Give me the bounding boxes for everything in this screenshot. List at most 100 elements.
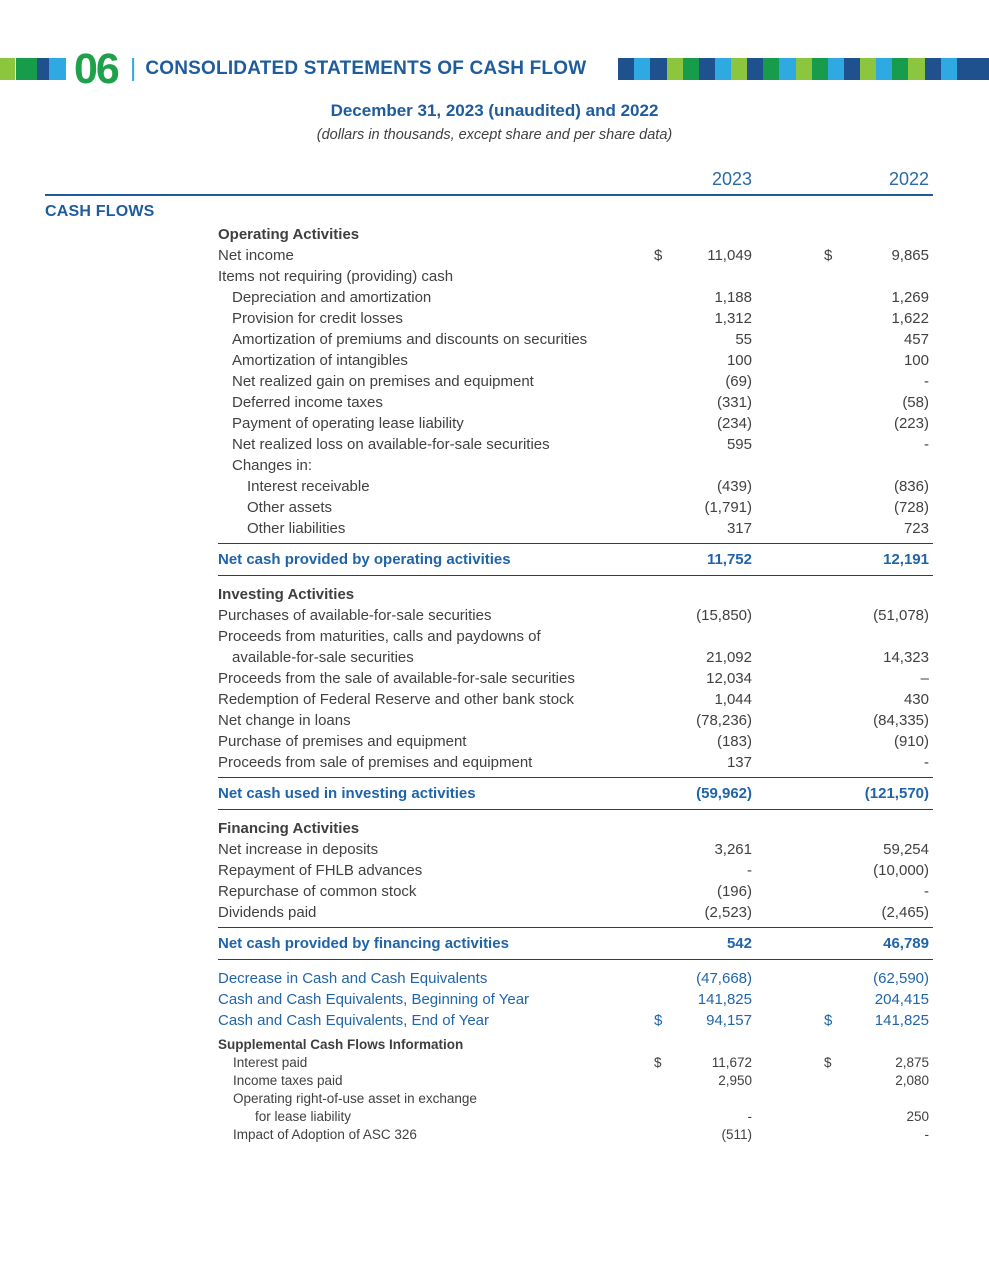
color-block-navy [972,58,989,80]
color-block-navy [618,58,635,80]
color-block-lightGreen [731,58,748,80]
row-label: Provision for credit losses [232,310,403,327]
row-label: Redemption of Federal Reserve and other … [218,691,575,708]
value-2023: 11,752 [706,551,752,568]
row-label: Net cash used in investing activities [218,785,476,802]
value-2023: 2,950 [718,1073,752,1088]
value-2022: (910) [893,733,929,750]
value-2023: 137 [726,754,752,771]
color-block-lightBlue [827,58,844,80]
value-2022: 14,323 [883,649,929,666]
value-2022: 2,080 [895,1073,929,1088]
dollar-sign-2023: $ [654,247,663,264]
value-2022: (84,335) [873,712,929,729]
table-row: Deferred income taxes (331) (58) [218,392,933,413]
color-block-lightGreen [860,58,877,80]
value-2023: 1,312 [714,310,752,327]
value-2023: (47,668) [696,970,752,987]
row-label: Net realized loss on available-for-sale … [232,436,550,453]
color-block-lightBlue [714,58,731,80]
table-row: Cash and Cash Equivalents, End of Year $9… [218,1010,933,1031]
row-label: available-for-sale securities [232,649,414,666]
color-block-darkGreen [892,58,909,80]
value-2022: 1,622 [891,310,929,327]
table-row: Proceeds from sale of premises and equip… [218,752,933,773]
dollar-sign-2022: $ [824,247,833,264]
value-2023: 11,049 [707,247,752,264]
row-label: Interest receivable [247,478,370,495]
table-row: Amortization of premiums and discounts o… [218,329,933,350]
color-block-darkGreen [763,58,780,80]
color-block-lightBlue [634,58,651,80]
row-label: Operating right-of-use asset in exchange [233,1091,477,1106]
page-number: 06 [74,45,120,93]
row-label: Cash and Cash Equivalents, Beginning of … [218,991,530,1008]
table-row: Operating Activities [218,224,933,245]
row-label: Other liabilities [247,520,346,537]
table-row: Net cash provided by financing activitie… [218,927,933,960]
value-2022: 250 [906,1109,929,1124]
value-2023: 1,044 [714,691,752,708]
row-label: Dividends paid [218,904,317,921]
dollar-sign-2022: $ [824,1012,833,1029]
right-color-blocks [618,58,989,80]
column-header-2022: 2022 [888,169,929,189]
value-2022: 430 [903,691,929,708]
row-label: Impact of Adoption of ASC 326 [233,1127,417,1142]
value-2022: 2,875 [895,1055,929,1070]
row-label: Net realized gain on premises and equipm… [232,373,534,390]
value-2023: (234) [716,415,752,432]
value-2022: (2,465) [881,904,929,921]
value-2023: 12,034 [706,670,752,687]
value-2022: – [920,670,929,687]
color-block-lightGreen [0,58,15,80]
color-block-navy [747,58,764,80]
value-2023: (183) [716,733,752,750]
row-label: Net cash provided by operating activitie… [218,551,511,568]
dollar-sign-2023: $ [654,1055,662,1070]
table-row: Net cash used in investing activities (59… [218,777,933,810]
row-label: Interest paid [233,1055,308,1070]
row-label: Changes in: [232,457,313,474]
value-2022: (58) [902,394,929,411]
color-block-lightBlue [49,58,66,80]
header-band: 06 | CONSOLIDATED STATEMENTS OF CASH FLO… [0,45,989,93]
cash-flow-statement: 2023 2022 CASH FLOWS Operating Activitie… [45,167,933,1144]
table-row: Changes in: [218,455,933,476]
row-label: Proceeds from the sale of available-for-… [218,670,575,687]
table-row: Investing Activities [218,584,933,605]
value-2022: 723 [903,520,929,537]
table-row: Provision for credit losses 1,312 1,622 [218,308,933,329]
value-2023: 317 [726,520,752,537]
table-row: Purchase of premises and equipment (183) (… [218,731,933,752]
table-row: Decrease in Cash and Cash Equivalents (47… [218,968,933,989]
cashflow-rows: Operating Activities Net income $11,049 $9,… [218,224,933,1144]
table-row: Net cash provided by operating activitie… [218,543,933,576]
color-block-lightBlue [940,58,957,80]
value-2023: 1,188 [714,289,752,306]
value-2023: (15,850) [696,607,752,624]
value-2022: - [924,883,929,900]
value-2022: - [924,754,929,771]
row-label: Supplemental Cash Flows Information [218,1037,464,1052]
row-label: Depreciation and amortization [232,289,432,306]
color-block-lightBlue [779,58,796,80]
value-2023: (78,236) [696,712,752,729]
value-2022: (51,078) [873,607,929,624]
row-label: for lease liability [255,1109,352,1124]
value-2022: (10,000) [873,862,929,879]
value-2022: (836) [893,478,929,495]
value-2023: 141,825 [697,991,752,1008]
table-row: Proceeds from the sale of available-for-… [218,668,933,689]
row-label: Amortization of intangibles [232,352,408,369]
row-label: Income taxes paid [233,1073,343,1088]
table-row: Interest receivable (439) (836) [218,476,933,497]
color-block-lightGreen [795,58,812,80]
table-row: Items not requiring (providing) cash [218,266,933,287]
table-row: Net realized gain on premises and equipm… [218,371,933,392]
color-block-darkGreen [16,58,37,80]
value-2022: 204,415 [874,991,929,1008]
value-2023: (69) [725,373,752,390]
table-row: Interest paid $11,672 $2,875 [218,1054,933,1072]
table-row: Proceeds from maturities, calls and payd… [218,626,933,647]
